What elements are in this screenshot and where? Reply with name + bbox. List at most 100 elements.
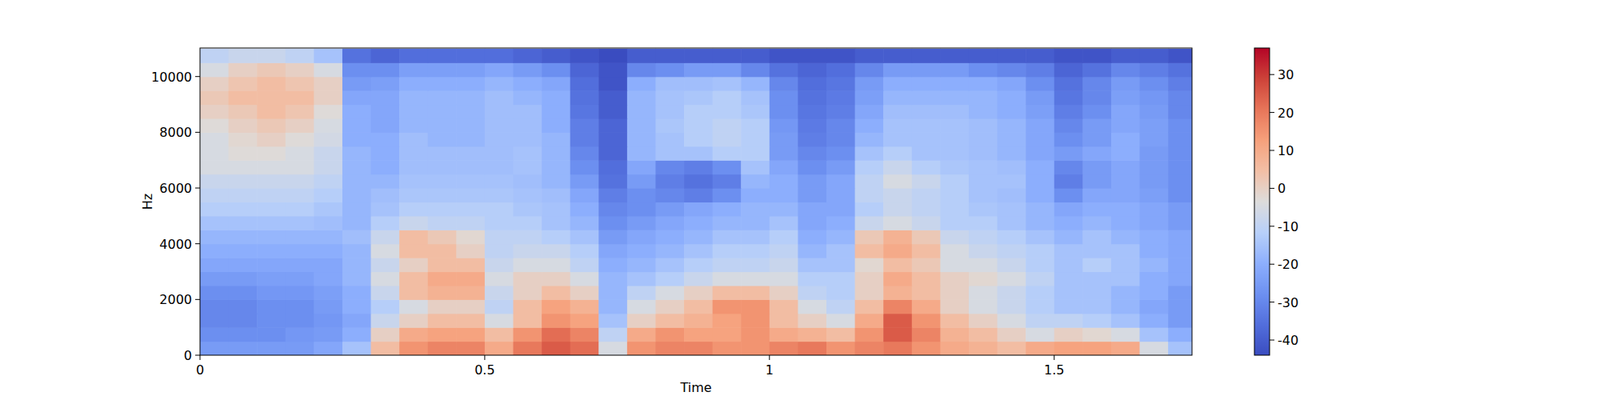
cell — [399, 313, 428, 328]
cell — [456, 62, 485, 77]
cell — [399, 216, 428, 231]
cell — [1140, 160, 1169, 175]
cell — [684, 62, 713, 77]
cell — [228, 104, 258, 120]
cell — [855, 216, 884, 231]
cell — [912, 174, 941, 189]
cell — [1082, 174, 1112, 189]
cell — [1111, 48, 1140, 64]
cell — [1168, 244, 1192, 259]
cell — [313, 299, 343, 314]
cell — [627, 132, 656, 147]
cell — [684, 313, 713, 328]
y-tick — [195, 132, 200, 133]
cell — [228, 285, 258, 300]
cell — [256, 229, 286, 244]
cell — [1082, 327, 1112, 342]
y-tick — [195, 188, 200, 189]
cell — [1082, 188, 1112, 203]
cell — [769, 90, 799, 105]
cell — [313, 313, 343, 328]
cell — [826, 62, 856, 77]
cell — [285, 216, 315, 231]
cell — [797, 299, 827, 314]
cell — [940, 90, 969, 105]
cell — [371, 48, 400, 64]
cell — [855, 76, 884, 92]
cell — [740, 76, 770, 92]
cell — [1025, 299, 1055, 314]
cell — [399, 244, 428, 259]
cell — [940, 104, 969, 120]
cell — [997, 285, 1027, 300]
cell — [1111, 313, 1140, 328]
cell — [627, 174, 656, 189]
cell — [1140, 132, 1169, 147]
cell — [684, 76, 713, 92]
cell — [1082, 90, 1112, 105]
cell — [1025, 104, 1055, 120]
cell — [428, 118, 457, 133]
cell — [712, 216, 742, 231]
cell — [399, 201, 428, 216]
cell — [826, 244, 856, 259]
cell — [428, 201, 457, 216]
cell — [627, 201, 656, 216]
cell — [769, 313, 799, 328]
cell — [655, 299, 684, 314]
cell — [200, 244, 229, 259]
colorbar-tick-label: -20 — [1277, 256, 1299, 272]
cell — [940, 118, 969, 133]
cell — [1168, 216, 1192, 231]
cell — [997, 118, 1027, 133]
cell — [769, 229, 799, 244]
x-tick-label: 1 — [765, 362, 774, 378]
cell — [826, 272, 856, 287]
cell — [968, 146, 998, 161]
cell — [1054, 174, 1084, 189]
cell — [428, 216, 457, 231]
cell — [883, 174, 912, 189]
cell — [797, 62, 827, 77]
cell — [541, 313, 571, 328]
cell — [200, 174, 229, 189]
cell — [285, 341, 315, 356]
cell — [342, 62, 372, 77]
cell — [1168, 272, 1192, 287]
cell — [598, 174, 628, 189]
cell — [940, 216, 969, 231]
cell — [342, 244, 372, 259]
cell — [997, 76, 1027, 92]
cell — [371, 174, 400, 189]
cell — [484, 216, 514, 231]
cell — [940, 174, 969, 189]
cell — [484, 76, 514, 92]
cell — [1082, 118, 1112, 133]
cell — [256, 104, 286, 120]
cell — [855, 341, 884, 356]
cell — [627, 48, 656, 64]
cell — [428, 257, 457, 272]
cell — [797, 132, 827, 147]
cell — [940, 160, 969, 175]
colorbar-tick-label: 30 — [1277, 67, 1294, 83]
cell — [371, 90, 400, 105]
cell — [997, 216, 1027, 231]
cell — [712, 90, 742, 105]
cell — [1111, 104, 1140, 120]
cell — [940, 313, 969, 328]
cell — [1140, 327, 1169, 342]
y-tick-label: 10000 — [151, 69, 192, 85]
colorbar-tick — [1269, 188, 1275, 189]
cell — [200, 327, 229, 342]
cell — [200, 285, 229, 300]
cell — [797, 104, 827, 120]
cell — [912, 188, 941, 203]
cell — [285, 174, 315, 189]
cell — [655, 62, 684, 77]
cell — [371, 160, 400, 175]
cell — [684, 244, 713, 259]
cell — [912, 313, 941, 328]
cell — [826, 201, 856, 216]
cell — [883, 146, 912, 161]
